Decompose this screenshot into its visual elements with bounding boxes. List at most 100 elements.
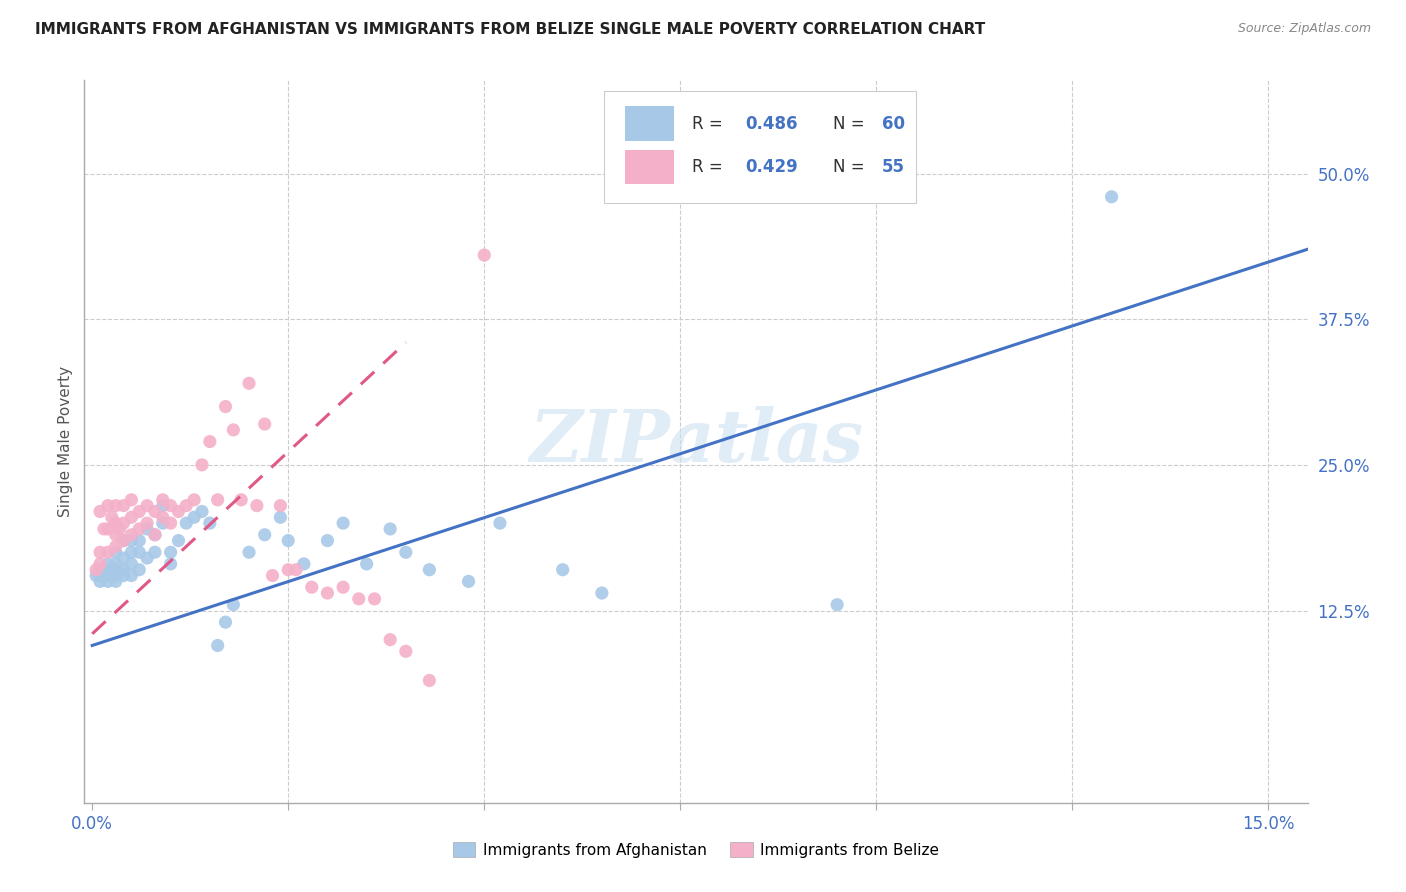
Point [269, 499, 291, 513]
Point [104, 499, 127, 513]
Point [183, 510, 205, 524]
Point [285, 563, 308, 577]
Point [316, 586, 339, 600]
Point [112, 533, 135, 548]
Point [207, 492, 229, 507]
Point [238, 376, 260, 391]
Point [222, 598, 245, 612]
Point [97, 574, 120, 589]
Point [183, 492, 205, 507]
Text: ZIPatlas: ZIPatlas [529, 406, 863, 477]
Point [143, 528, 166, 542]
Point [231, 492, 253, 507]
Point [143, 504, 166, 518]
Point [269, 510, 291, 524]
Point [363, 591, 385, 606]
Point [136, 516, 159, 530]
Point [395, 644, 418, 658]
Point [253, 528, 276, 542]
Point [136, 551, 159, 566]
Text: 0.486: 0.486 [745, 115, 797, 133]
Point [104, 516, 127, 530]
Point [112, 499, 135, 513]
Point [489, 516, 512, 530]
Point [97, 568, 120, 582]
Point [292, 557, 315, 571]
Point [174, 516, 197, 530]
Point [120, 545, 142, 559]
Point [128, 563, 150, 577]
Point [332, 516, 354, 530]
Point [120, 557, 142, 571]
Text: Source: ZipAtlas.com: Source: ZipAtlas.com [1237, 22, 1371, 36]
Point [159, 499, 181, 513]
Text: N =: N = [832, 115, 870, 133]
Point [418, 563, 440, 577]
Point [472, 248, 495, 262]
Point [380, 522, 402, 536]
Point [159, 557, 181, 571]
Point [159, 516, 181, 530]
Point [418, 673, 440, 688]
Point [112, 551, 135, 566]
Point [120, 533, 142, 548]
Point [104, 545, 127, 559]
Point [89, 563, 111, 577]
Point [167, 504, 190, 518]
Point [89, 574, 111, 589]
Point [198, 516, 221, 530]
Point [93, 563, 115, 577]
Point [277, 533, 299, 548]
Point [174, 499, 197, 513]
Point [97, 499, 120, 513]
Point [214, 615, 236, 630]
Point [238, 545, 260, 559]
Point [89, 504, 111, 518]
Point [301, 580, 323, 594]
Point [112, 516, 135, 530]
Point [120, 510, 142, 524]
Point [222, 423, 245, 437]
Point [316, 533, 339, 548]
Point [332, 580, 354, 594]
Text: IMMIGRANTS FROM AFGHANISTAN VS IMMIGRANTS FROM BELIZE SINGLE MALE POVERTY CORREL: IMMIGRANTS FROM AFGHANISTAN VS IMMIGRANT… [35, 22, 986, 37]
FancyBboxPatch shape [605, 91, 917, 203]
Point [120, 528, 142, 542]
Point [128, 504, 150, 518]
Point [84, 568, 107, 582]
Point [104, 557, 127, 571]
FancyBboxPatch shape [626, 106, 673, 141]
Point [262, 568, 284, 582]
Point [97, 563, 120, 577]
Point [1101, 190, 1123, 204]
Point [207, 639, 229, 653]
Point [108, 522, 131, 536]
Point [84, 563, 107, 577]
Point [457, 574, 479, 589]
Point [89, 545, 111, 559]
Point [152, 499, 174, 513]
Point [356, 557, 378, 571]
Point [347, 591, 370, 606]
Point [104, 568, 127, 582]
Point [104, 540, 127, 554]
Point [191, 458, 214, 472]
Point [128, 533, 150, 548]
Text: 55: 55 [882, 158, 905, 176]
Text: 60: 60 [882, 115, 905, 133]
Point [152, 516, 174, 530]
Point [191, 504, 214, 518]
Point [167, 533, 190, 548]
Point [112, 563, 135, 577]
Point [143, 528, 166, 542]
Point [97, 522, 120, 536]
Point [97, 557, 120, 571]
Point [104, 563, 127, 577]
Point [825, 598, 848, 612]
Point [277, 563, 299, 577]
Point [128, 522, 150, 536]
Point [152, 492, 174, 507]
Point [101, 565, 124, 579]
Point [591, 586, 613, 600]
Point [143, 545, 166, 559]
